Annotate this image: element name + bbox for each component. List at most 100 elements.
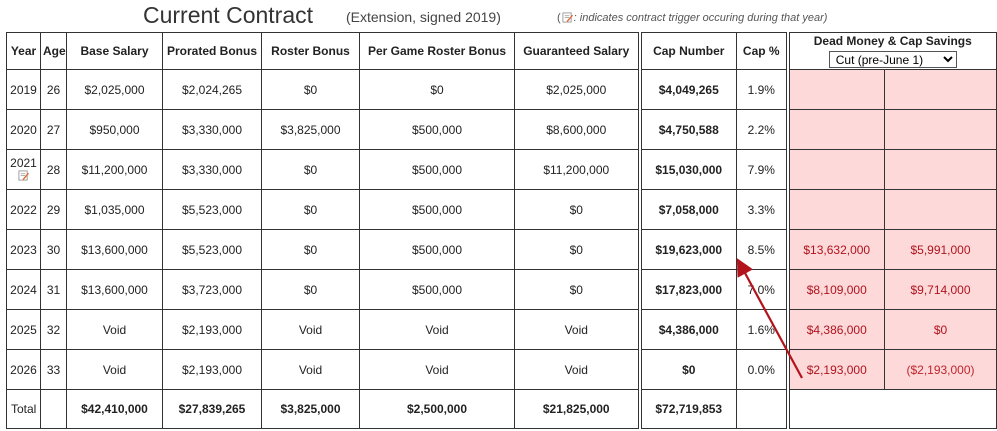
cell-year-value: 2025 [10, 322, 37, 337]
total-dead-money [786, 389, 997, 429]
cell-cap-percent: 1.6% [736, 309, 790, 350]
cell-cap-number-value: $15,030,000 [655, 162, 723, 177]
header-age: Age [40, 32, 67, 70]
cell-per-game-roster-bonus: $500,000 [359, 189, 515, 230]
cell-age: 30 [40, 229, 67, 270]
total-label: Total [6, 389, 41, 429]
cell-dead-money-value: $2,193,000 [806, 362, 867, 377]
cell-year: 2022 [6, 189, 41, 230]
cell-roster-bonus-value: $0 [303, 202, 318, 217]
cell-prorated-bonus: $5,523,000 [162, 229, 262, 270]
total-cap-percent [736, 389, 790, 429]
cell-base-salary: $13,600,000 [66, 229, 163, 270]
cell-cap-number: $19,623,000 [639, 229, 737, 270]
cell-guaranteed-salary-value: Void [564, 362, 588, 377]
cell-roster-bonus: $0 [261, 189, 360, 230]
page-title: Current Contract [143, 2, 314, 28]
cell-cap-number-value: $4,049,265 [658, 82, 719, 97]
cell-year: 2021 [6, 149, 41, 190]
header-year: Year [6, 32, 41, 70]
table-row: 2021 28 $11,200,000 $3,330,000 $0 $500,000 $11… [6, 149, 997, 190]
table-row: 2020 27 $950,000 $3,330,000 $3,825,000 $500,0… [6, 109, 997, 150]
cell-per-game-roster-bonus: Void [359, 309, 515, 350]
cell-base-salary-value: $13,600,000 [81, 242, 148, 257]
cell-cap-savings: $0 [883, 309, 997, 350]
header-prorated-bonus: Prorated Bonus [162, 32, 262, 70]
cell-per-game-roster-bonus-value: Void [425, 322, 449, 337]
table-row: 2023 30 $13,600,000 $5,523,000 $0 $500,000 $0 $… [6, 229, 997, 270]
total-prorated-bonus: $27,839,265 [162, 389, 262, 429]
cell-roster-bonus: $3,825,000 [261, 109, 360, 150]
cell-year-value: 2023 [10, 242, 37, 257]
cell-guaranteed-salary: Void [514, 309, 642, 350]
cell-year-value: 2022 [10, 202, 37, 217]
cell-dead-money-value: $13,632,000 [803, 242, 871, 257]
cell-base-salary: Void [66, 349, 163, 390]
cell-prorated-bonus: $2,024,265 [162, 69, 262, 110]
contract-table: Year Age Base Salary Prorated Bonus Rost… [6, 32, 997, 429]
contract-trigger-icon [18, 169, 29, 181]
cell-age-value: 29 [46, 202, 61, 217]
cell-per-game-roster-bonus-value: Void [425, 362, 449, 377]
cell-dead-money [787, 69, 885, 110]
cell-prorated-bonus-value: $5,523,000 [181, 202, 243, 217]
cell-cap-savings-value: $5,991,000 [910, 242, 971, 257]
header-per-game-roster-bonus: Per Game Roster Bonus [359, 32, 515, 70]
cell-cap-savings-value: ($2,193,000) [906, 362, 975, 377]
cell-dead-money: $8,109,000 [787, 269, 885, 310]
cell-year: 2020 [6, 109, 41, 150]
cell-guaranteed-salary: $0 [514, 189, 642, 230]
cell-cap-number-value: $0 [682, 362, 696, 377]
cell-year: 2025 [6, 309, 41, 350]
table-header-row: Year Age Base Salary Prorated Bonus Rost… [6, 32, 997, 70]
cell-guaranteed-salary-value: $11,200,000 [543, 162, 610, 177]
total-age [40, 389, 67, 429]
cell-roster-bonus-value: $0 [303, 162, 318, 177]
cell-guaranteed-salary: $8,600,000 [514, 109, 642, 150]
cell-cap-percent: 0.0% [736, 349, 790, 390]
cell-per-game-roster-bonus: Void [359, 349, 515, 390]
cell-cap-number: $4,386,000 [639, 309, 737, 350]
cell-year: 2023 [6, 229, 41, 270]
cell-guaranteed-salary-value: Void [564, 322, 588, 337]
cell-cap-percent: 7.9% [736, 149, 790, 190]
cell-age: 26 [40, 69, 67, 110]
cut-scenario-select[interactable]: Cut (pre-June 1) [828, 51, 957, 68]
cell-dead-money-value: $8,109,000 [806, 282, 867, 297]
cell-roster-bonus-value: Void [298, 362, 323, 377]
cell-age: 31 [40, 269, 67, 310]
cell-base-salary-value: Void [102, 322, 127, 337]
cell-per-game-roster-bonus-value: $500,000 [411, 122, 463, 137]
cell-age-value: 27 [46, 122, 61, 137]
contract-title-row: Current Contract (Extension, signed 2019… [0, 0, 997, 32]
cell-age-value: 26 [46, 82, 61, 97]
cell-prorated-bonus-value: $5,523,000 [181, 242, 243, 257]
header-dead-money: Dead Money & Cap Savings Cut (pre-June 1… [786, 32, 997, 70]
cell-base-salary: $13,600,000 [66, 269, 163, 310]
cell-year-value: 2021 [10, 155, 37, 170]
cell-cap-percent-value: 0.0% [747, 362, 775, 377]
cell-cap-percent-value: 2.2% [747, 122, 775, 137]
cell-age: 28 [40, 149, 67, 190]
cell-guaranteed-salary-value: $0 [569, 242, 583, 257]
cell-roster-bonus-value: $0 [303, 282, 318, 297]
cell-guaranteed-salary: $0 [514, 269, 642, 310]
trigger-legend: (: indicates contract trigger occuring d… [557, 12, 828, 24]
cell-prorated-bonus-value: $3,330,000 [181, 122, 243, 137]
cell-year: 2019 [6, 69, 41, 110]
cell-cap-savings [883, 149, 997, 190]
cell-per-game-roster-bonus: $500,000 [359, 149, 515, 190]
total-cap-number: $72,719,853 [639, 389, 737, 429]
cell-cap-percent-value: 8.5% [747, 242, 775, 257]
table-row: 2022 29 $1,035,000 $5,523,000 $0 $500,000 $0 $7… [6, 189, 997, 230]
cell-cap-number: $0 [639, 349, 737, 390]
cell-prorated-bonus: $2,193,000 [162, 349, 262, 390]
cell-roster-bonus-value: $0 [303, 242, 318, 257]
cell-base-salary: Void [66, 309, 163, 350]
cell-dead-money [787, 149, 885, 190]
cell-per-game-roster-bonus-value: $500,000 [411, 162, 463, 177]
cell-cap-number: $17,823,000 [639, 269, 737, 310]
cell-per-game-roster-bonus-value: $500,000 [411, 242, 463, 257]
cell-cap-savings: $5,991,000 [883, 229, 997, 270]
cell-cap-savings: $9,714,000 [883, 269, 997, 310]
